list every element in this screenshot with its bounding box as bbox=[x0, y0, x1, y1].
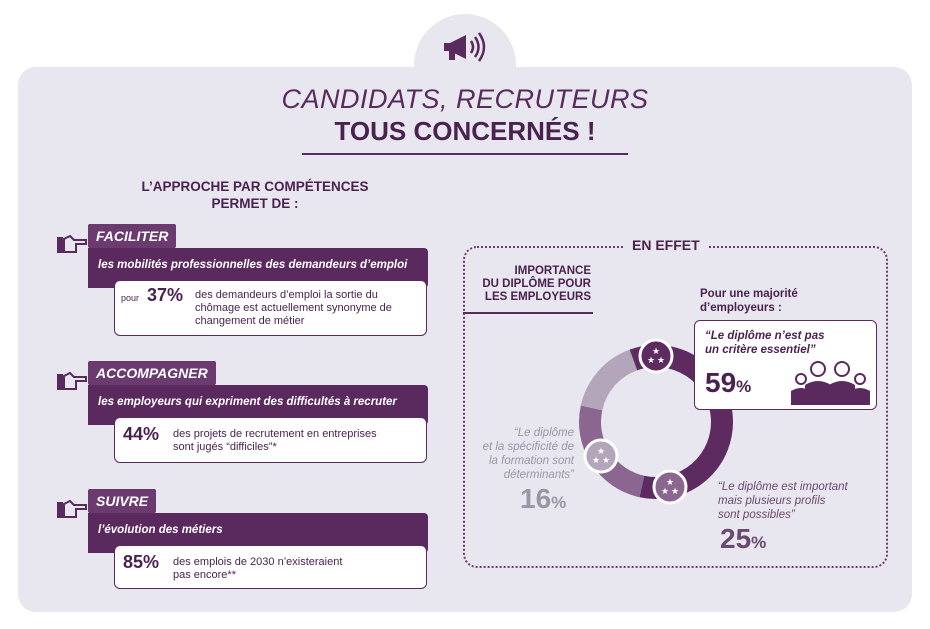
quote-line: “Le diplôme bbox=[513, 427, 574, 439]
star-icon: ★ bbox=[592, 455, 600, 465]
intro-line1: L’APPROCHE PAR COMPÉTENCES bbox=[141, 179, 369, 194]
quote-line: sont possibles” bbox=[718, 509, 795, 521]
percent-value: 59 bbox=[705, 367, 737, 398]
importance-line: IMPORTANCE bbox=[514, 265, 591, 277]
quote-line: “Le diplôme n’est pas bbox=[705, 330, 825, 342]
quote-box-59: “Le diplôme n’est pas un critère essenti… bbox=[694, 320, 877, 410]
stat-description: des projets de recrutement en entreprise… bbox=[173, 428, 377, 454]
donut-slice-16 bbox=[580, 349, 638, 411]
people-group-icon bbox=[791, 361, 870, 405]
majority-label: Pour une majorité d’employeurs : bbox=[700, 287, 798, 315]
star-icon: ★ bbox=[597, 446, 605, 456]
quote-line: “Le diplôme est important bbox=[718, 481, 848, 493]
stat-card-44: 44% des projets de recrutement en entrep… bbox=[114, 417, 427, 463]
percent-value: 16 bbox=[520, 483, 552, 514]
quote-25: “Le diplôme est important mais plusieurs… bbox=[718, 480, 848, 522]
stat-description: des emplois de 2030 n’existeraient pas e… bbox=[173, 556, 342, 582]
stars-badge-icon: ★★ ★ bbox=[652, 469, 688, 505]
importance-line: DU DIPLÔME POUR bbox=[482, 278, 591, 290]
title-divider bbox=[302, 153, 628, 155]
megaphone-icon bbox=[444, 32, 486, 62]
percent-sign: % bbox=[736, 377, 752, 396]
star-icon: ★ bbox=[647, 355, 655, 365]
stat-desc-line: sont jugés “difficiles”* bbox=[173, 441, 277, 453]
quote-line: la formation sont bbox=[488, 455, 574, 467]
intro-line2: PERMET DE : bbox=[211, 196, 299, 211]
stat-card-37: pour 37% des demandeurs d’emploi la sort… bbox=[114, 280, 427, 336]
stat-desc-line: changement de métier bbox=[195, 315, 305, 327]
stat-description: des demandeurs d’emploi la sortie du chô… bbox=[195, 289, 392, 328]
importance-heading: IMPORTANCE DU DIPLÔME POUR LES EMPLOYEUR… bbox=[463, 265, 591, 304]
pointing-hand-icon bbox=[57, 371, 87, 390]
star-icon: ★ bbox=[661, 486, 669, 496]
percent-sign: % bbox=[551, 493, 567, 512]
majority-line: Pour une majorité bbox=[700, 288, 798, 300]
quote-line: un critère essentiel” bbox=[705, 344, 816, 356]
percent-value: 25 bbox=[720, 523, 752, 554]
star-icon: ★ bbox=[666, 477, 674, 487]
stat-percent: 85% bbox=[123, 552, 160, 572]
pointing-hand-icon bbox=[57, 234, 87, 253]
en-effet-label: EN EFFET bbox=[624, 237, 708, 253]
star-icon: ★ bbox=[652, 346, 660, 356]
stat-desc-line: chômage est actuellement synonyme de bbox=[195, 302, 392, 314]
section-tag-faciliter: FACILITER bbox=[88, 224, 177, 248]
stat-prefix: pour bbox=[121, 293, 140, 303]
stat-desc-line: des emplois de 2030 n’existeraient bbox=[173, 556, 343, 568]
majority-line: d’employeurs : bbox=[700, 302, 782, 314]
percent-sign: % bbox=[751, 533, 767, 552]
star-icon: ★ bbox=[657, 355, 665, 365]
title-line2: TOUS CONCERNÉS ! bbox=[334, 116, 596, 146]
stars-badge-icon: ★★ ★ bbox=[638, 338, 674, 374]
percent-16: 16% bbox=[520, 483, 566, 515]
stat-desc-line: des projets de recrutement en entreprise… bbox=[173, 428, 377, 440]
stars-badge-icon: ★★ ★ bbox=[583, 438, 619, 474]
intro-heading: L’APPROCHE PAR COMPÉTENCES PERMET DE : bbox=[120, 178, 390, 212]
importance-divider bbox=[463, 312, 593, 314]
quote-line: mais plusieurs profils bbox=[718, 495, 826, 507]
quote-line: déterminants” bbox=[503, 469, 574, 481]
quote-line: et la spécificité de bbox=[482, 441, 574, 453]
star-icon: ★ bbox=[671, 486, 679, 496]
stat-percent: 44% bbox=[123, 424, 160, 444]
importance-line: LES EMPLOYEURS bbox=[484, 291, 591, 303]
quote-16: “Le diplôme et la spécificité de la form… bbox=[474, 426, 574, 482]
section-tag-suivre: SUIVRE bbox=[88, 489, 157, 513]
section-tag-accompagner: ACCOMPAGNER bbox=[88, 361, 216, 385]
stat-desc-line: pas encore** bbox=[173, 569, 236, 581]
stat-card-85: 85% des emplois de 2030 n’existeraient p… bbox=[114, 545, 427, 589]
stat-percent: 37% bbox=[147, 285, 184, 305]
quote-59: “Le diplôme n’est pas un critère essenti… bbox=[705, 329, 825, 357]
percent-59: 59% bbox=[705, 367, 751, 399]
title-line1: CANDIDATS, RECRUTEURS bbox=[281, 84, 649, 114]
pointing-hand-icon bbox=[57, 499, 87, 518]
stat-desc-line: des demandeurs d’emploi la sortie du bbox=[195, 289, 378, 301]
percent-25: 25% bbox=[720, 523, 766, 555]
star-icon: ★ bbox=[602, 455, 610, 465]
